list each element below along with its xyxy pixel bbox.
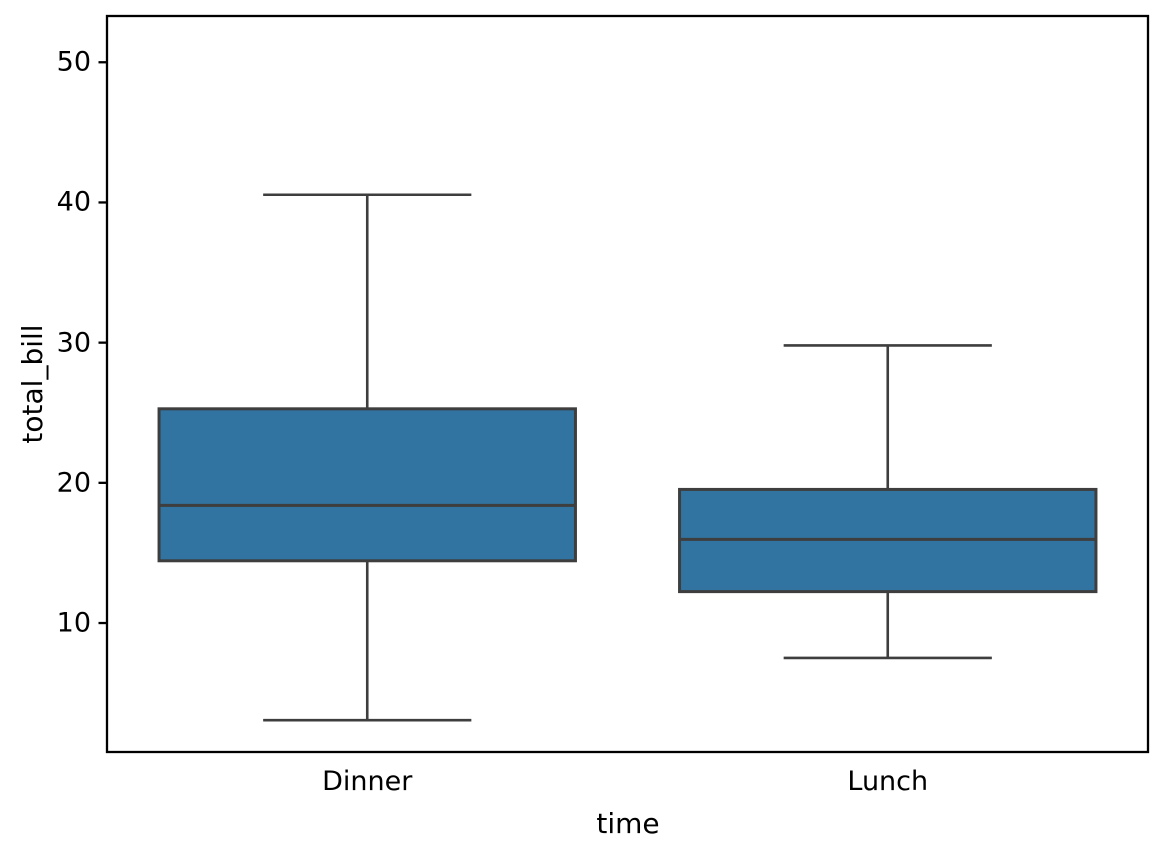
y-tick-label: 20 — [56, 467, 91, 499]
x-tick-label-lunch: Lunch — [847, 766, 929, 797]
y-tick-label: 40 — [56, 186, 91, 218]
x-tick-label-dinner: Dinner — [322, 766, 413, 797]
y-tick-label: 10 — [56, 607, 91, 639]
x-axis-label: time — [596, 807, 660, 840]
y-tick-label: 50 — [56, 46, 91, 78]
box-dinner — [157, 407, 577, 563]
y-tick-label: 30 — [56, 327, 91, 359]
y-axis-label: total_bill — [16, 324, 49, 444]
axes-spines — [105, 14, 1150, 754]
